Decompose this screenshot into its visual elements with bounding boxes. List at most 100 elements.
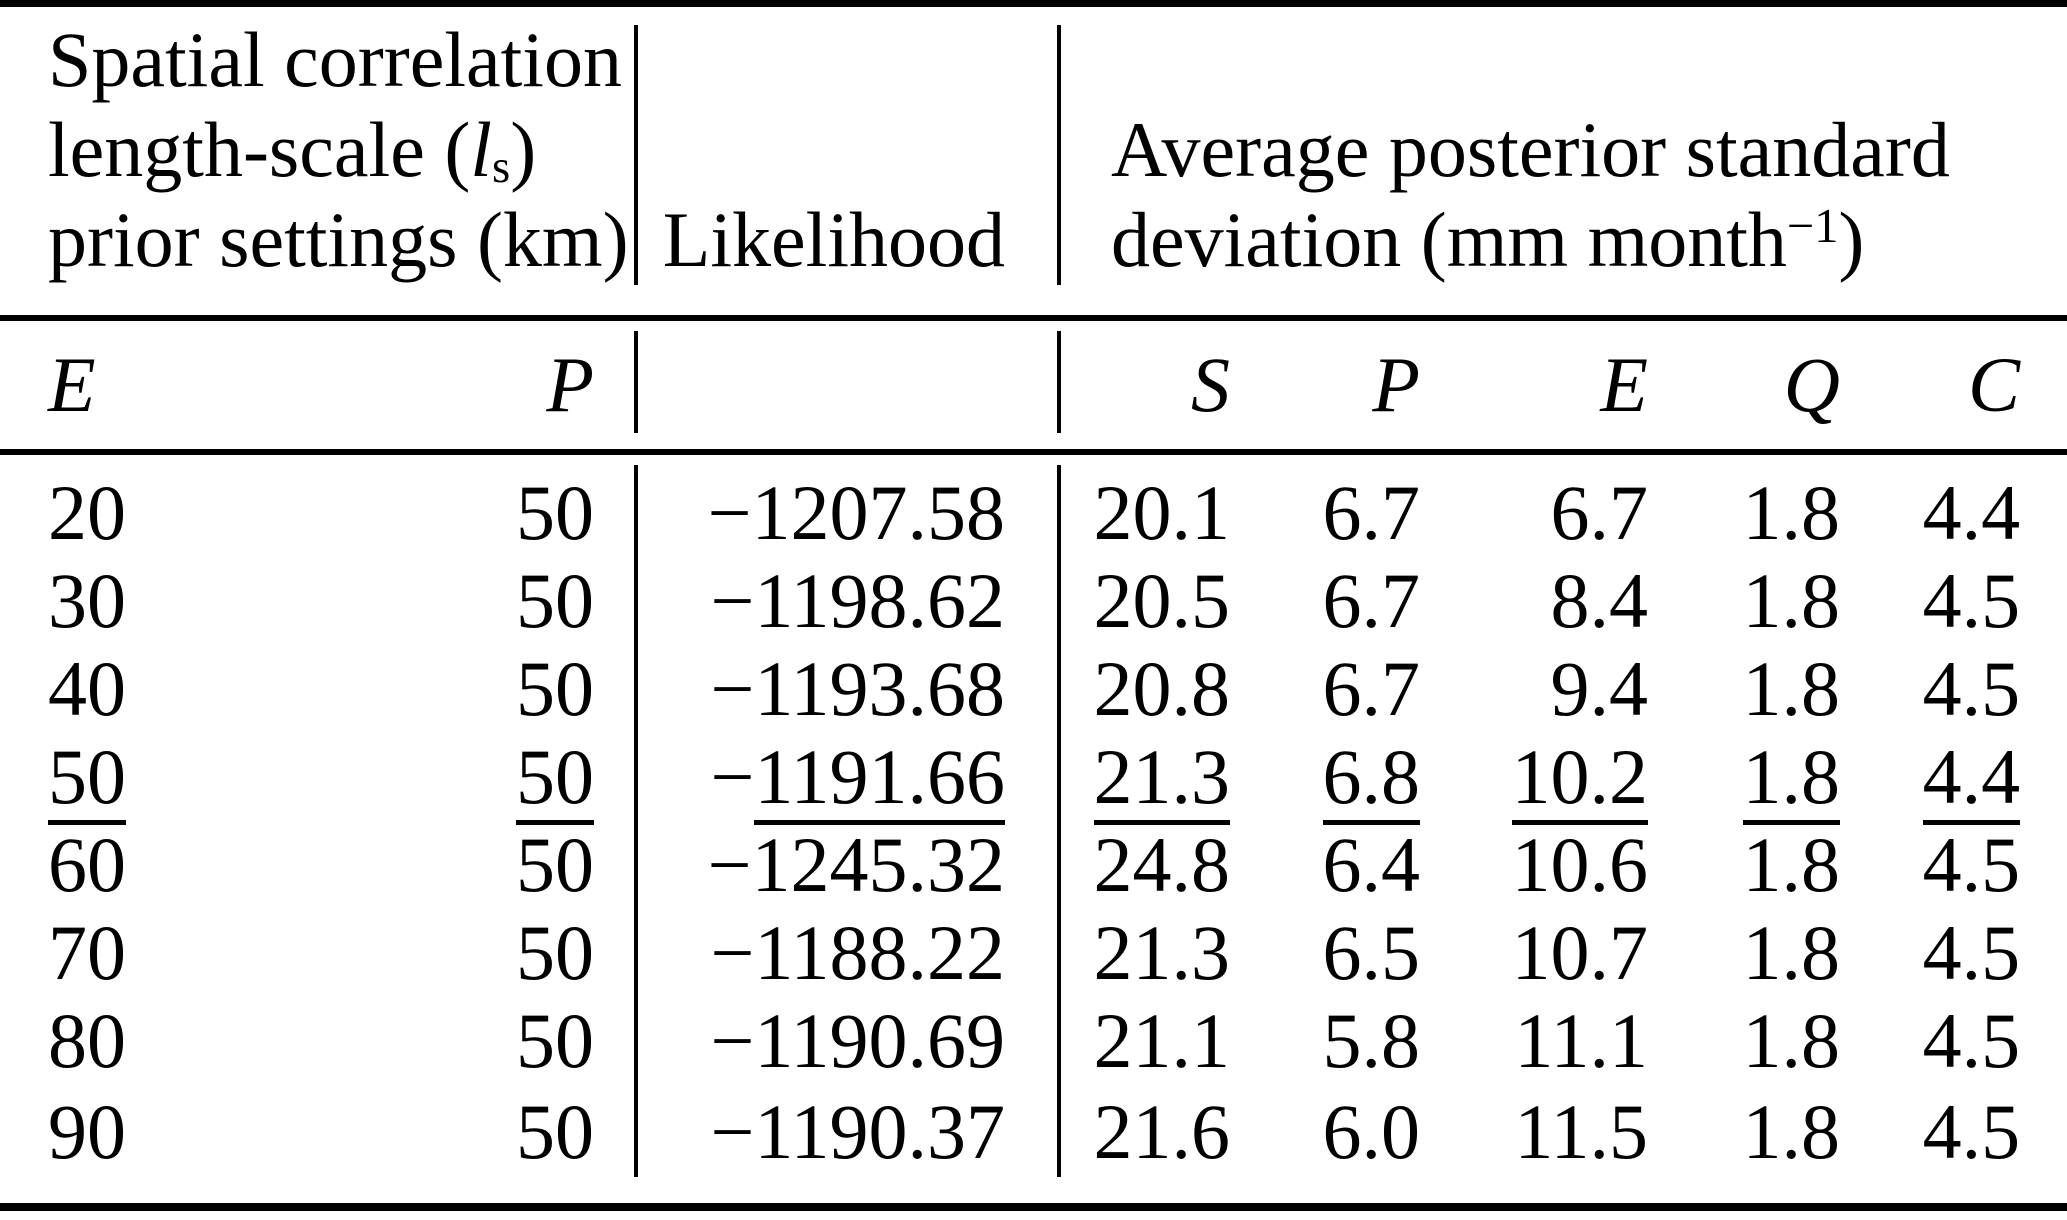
table-row: 20 50 −1207.58 20.1 6.7 6.7 1.8 4.4 <box>0 455 2067 557</box>
cell-q: 1.8 <box>1742 645 1841 732</box>
subheader-likelihood-empty <box>638 321 1061 455</box>
table-row: 60 50 −1245.32 24.8 6.4 10.6 1.8 4.5 <box>0 821 2067 909</box>
header-row: Spatial correlation length-scale (ls) pr… <box>0 7 2067 321</box>
header-line: deviation (mm month−1) <box>1111 196 1865 283</box>
minus-sign: − <box>710 909 755 996</box>
cell-p: 6.7 <box>1322 645 1421 732</box>
unit-exponent: −1 <box>1786 199 1839 253</box>
cell-p-prior: 50 <box>280 733 638 825</box>
cell-likelihood: −1190.69 <box>638 997 1061 1085</box>
table-row: 80 50 −1190.69 21.1 5.8 11.1 1.8 4.5 <box>0 997 2067 1085</box>
cell-p-prior: 50 <box>280 1085 638 1211</box>
cell-p: 6.0 <box>1230 1085 1420 1211</box>
cell-p: 6.7 <box>1322 469 1421 556</box>
cell-p: 5.8 <box>1322 997 1421 1084</box>
header-line: length-scale (ls) <box>48 106 537 193</box>
cell-e-prior: 80 <box>48 997 126 1084</box>
cell-likelihood: −1190.37 <box>638 1085 1061 1211</box>
minus-sign: − <box>707 469 752 556</box>
subheader-Q: Q <box>1648 321 1840 455</box>
column-header-likelihood: Likelihood <box>638 7 1061 321</box>
cell-e-prior: 20 <box>48 469 126 556</box>
cell-e: 9.4 <box>1550 645 1649 732</box>
cell-s: 21.3 <box>1061 733 1230 825</box>
cell-likelihood: −1198.62 <box>638 557 1061 645</box>
cell-e-prior: 30 <box>48 557 126 644</box>
cell-likelihood: −1188.22 <box>638 909 1061 997</box>
cell-e: 11.5 <box>1420 1085 1648 1211</box>
header-line: Likelihood <box>662 196 1005 283</box>
length-scale-subscript: s <box>491 140 511 193</box>
table-top-rule <box>0 0 2067 7</box>
cell-p: 6.8 <box>1230 733 1420 825</box>
table-row-best: 50 50 −1191.66 21.3 6.8 10.2 1.8 4.4 <box>0 733 2067 825</box>
cell-c: 4.4 <box>1922 469 2021 556</box>
cell-p: 6.7 <box>1322 557 1421 644</box>
minus-sign: − <box>710 733 755 820</box>
cell-c: 4.5 <box>1840 1085 2067 1211</box>
cell-p-prior: 50 <box>280 455 638 557</box>
table-row: 90 50 −1190.37 21.6 6.0 11.5 1.8 4.5 <box>0 1085 2067 1211</box>
cell-e: 6.7 <box>1550 469 1649 556</box>
cell-p: 6.5 <box>1322 909 1421 996</box>
cell-likelihood: −1191.66 <box>638 733 1061 825</box>
minus-sign: − <box>707 821 752 908</box>
cell-p-prior: 50 <box>280 557 638 645</box>
cell-q: 1.8 <box>1648 733 1840 825</box>
minus-sign: − <box>710 1088 755 1175</box>
subheader-E: E <box>1420 321 1648 455</box>
minus-sign: − <box>710 645 755 732</box>
cell-p: 6.4 <box>1322 821 1421 908</box>
length-scale-variable: l <box>470 106 492 193</box>
cell-s: 20.1 <box>1093 469 1231 556</box>
cell-e-prior: 60 <box>48 821 126 908</box>
cell-q: 1.8 <box>1742 557 1841 644</box>
cell-e-prior: 50 <box>0 733 280 825</box>
cell-e: 10.7 <box>1511 909 1649 996</box>
header-line: Average posterior standard <box>1111 106 1950 193</box>
cell-c: 4.5 <box>1922 997 2021 1084</box>
subheader-row: E P S P E Q C <box>0 321 2067 455</box>
cell-e: 10.6 <box>1511 821 1649 908</box>
table-row: 30 50 −1198.62 20.5 6.7 8.4 1.8 4.5 <box>0 557 2067 645</box>
cell-q: 1.8 <box>1742 821 1841 908</box>
cell-s: 21.1 <box>1093 997 1231 1084</box>
subheader-S: S <box>1061 321 1230 455</box>
cell-e: 10.2 <box>1420 733 1648 825</box>
results-table: Spatial correlation length-scale (ls) pr… <box>0 7 2067 1211</box>
cell-e: 11.1 <box>1514 997 1648 1084</box>
table-row: 40 50 −1193.68 20.8 6.7 9.4 1.8 4.5 <box>0 645 2067 733</box>
cell-likelihood: −1193.68 <box>638 645 1061 733</box>
header-line: prior settings (km) <box>48 196 629 283</box>
cell-s: 21.6 <box>1061 1085 1230 1211</box>
cell-c: 4.5 <box>1922 909 2021 996</box>
cell-s: 20.8 <box>1093 645 1231 732</box>
cell-e: 8.4 <box>1550 557 1649 644</box>
cell-c: 4.4 <box>1840 733 2067 825</box>
subheader-C: C <box>1840 321 2067 455</box>
cell-q: 1.8 <box>1742 909 1841 996</box>
cell-likelihood: −1245.32 <box>638 821 1061 909</box>
cell-p-prior: 50 <box>280 997 638 1085</box>
cell-p-prior: 50 <box>280 909 638 997</box>
cell-likelihood: −1207.58 <box>638 455 1061 557</box>
cell-q: 1.8 <box>1648 1085 1840 1211</box>
cell-c: 4.5 <box>1922 645 2021 732</box>
cell-p-prior: 50 <box>280 821 638 909</box>
cell-e-prior: 70 <box>48 909 126 996</box>
table-row: 70 50 −1188.22 21.3 6.5 10.7 1.8 4.5 <box>0 909 2067 997</box>
cell-s: 21.3 <box>1093 909 1231 996</box>
column-header-posterior-std: Average posterior standard deviation (mm… <box>1061 7 2067 321</box>
column-header-prior-settings: Spatial correlation length-scale (ls) pr… <box>0 7 638 321</box>
cell-e-prior: 90 <box>0 1085 280 1211</box>
header-line: Spatial correlation <box>48 16 622 103</box>
subheader-P: P <box>1230 321 1420 455</box>
cell-q: 1.8 <box>1742 997 1841 1084</box>
cell-c: 4.5 <box>1922 821 2021 908</box>
subheader-E-prior: E <box>0 321 280 455</box>
cell-q: 1.8 <box>1742 469 1841 556</box>
cell-p-prior: 50 <box>280 645 638 733</box>
cell-e-prior: 40 <box>48 645 126 732</box>
subheader-P-prior: P <box>280 321 638 455</box>
cell-s: 20.5 <box>1093 557 1231 644</box>
